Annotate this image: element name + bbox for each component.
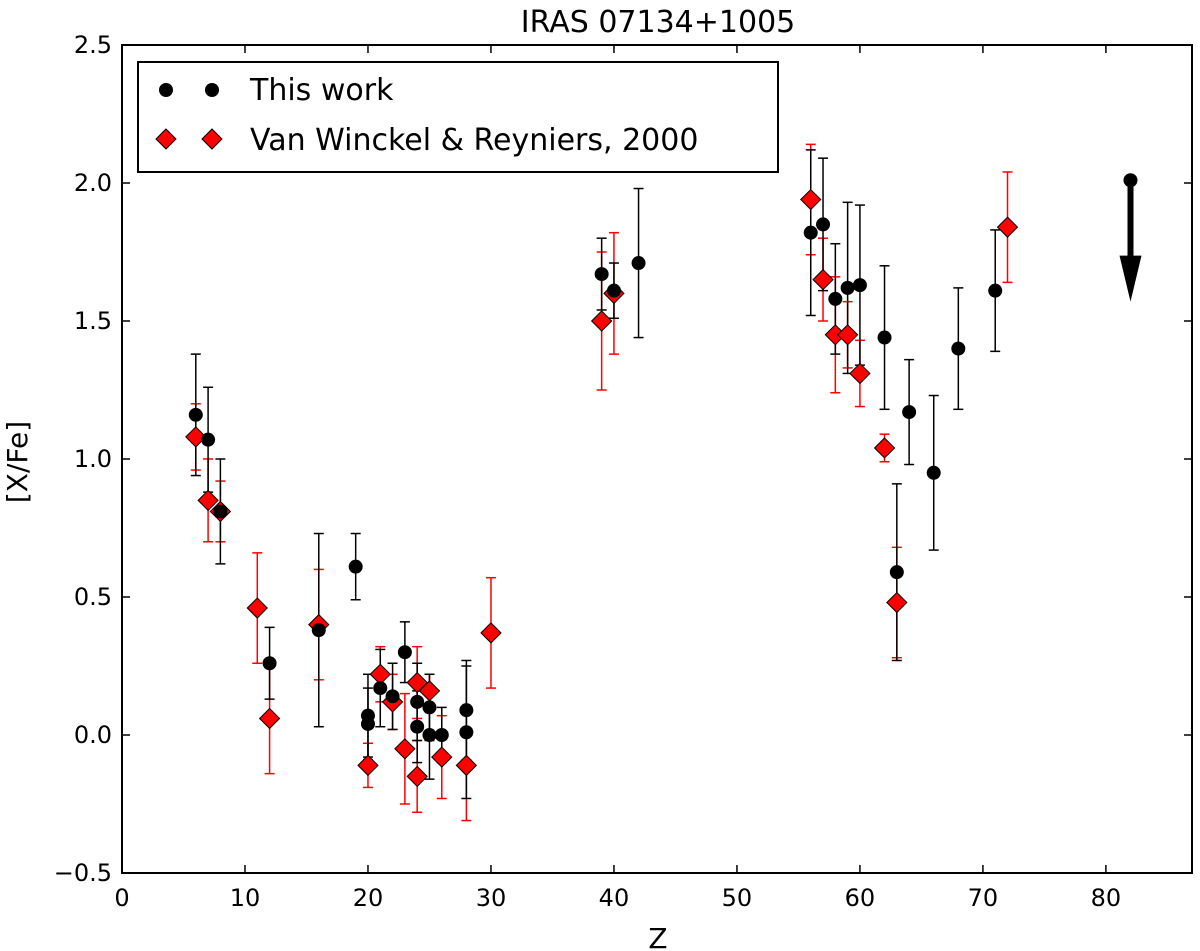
chart-title: IRAS 07134+1005	[521, 5, 796, 40]
this-work-point	[951, 341, 966, 356]
this-work-point	[840, 280, 855, 295]
this-work-point	[631, 256, 646, 271]
this-work-point	[459, 703, 474, 718]
vwr-point	[357, 754, 379, 777]
this-work-point	[816, 217, 831, 232]
plot-frame	[121, 44, 1193, 874]
this-work-point	[852, 278, 867, 293]
vwr-point	[480, 622, 502, 644]
axis-ticks: 0 10 20 30 40 50 60 70 80 −0.5 0.0 0.5 1.0 1.5 2.0 2.5	[54, 31, 1192, 912]
this-work-point	[926, 465, 941, 480]
this-work-point	[201, 432, 216, 447]
this-work-point	[988, 283, 1003, 298]
this-work-point	[360, 716, 375, 731]
this-work-point	[397, 645, 412, 660]
vwr-point	[246, 597, 268, 619]
this-work-point	[889, 565, 904, 580]
y-axis-label: [X/Fe]	[1, 421, 34, 503]
data-markers	[185, 188, 1019, 788]
vwr-point	[812, 268, 834, 291]
x-tick-label: 20	[353, 884, 384, 912]
this-work-point	[902, 405, 917, 420]
y-tick-label: 1.5	[74, 307, 112, 335]
vwr-point	[185, 426, 207, 448]
vwr-point	[590, 310, 613, 332]
x-tick-label: 40	[599, 884, 630, 912]
this-work-point	[373, 681, 388, 696]
this-work-point	[410, 719, 425, 734]
y-tick-label: 1.0	[74, 445, 112, 473]
legend: This work Van Winckel & Reyniers, 2000	[137, 61, 779, 173]
y-tick-label: 2.0	[74, 169, 112, 197]
legend-this-work-marker	[159, 83, 173, 97]
legend-this-work-label: This work	[249, 73, 394, 108]
x-tick-label: 10	[230, 884, 261, 912]
vwr-point	[873, 437, 896, 459]
x-tick-label: 30	[476, 884, 507, 912]
vwr-point	[455, 754, 478, 777]
this-work-point	[422, 700, 437, 715]
x-tick-label: 50	[722, 884, 753, 912]
vwr-point	[836, 324, 859, 346]
x-tick-label: 80	[1091, 884, 1122, 912]
legend-vwr-label: Van Winckel & Reyniers, 2000	[250, 123, 698, 158]
this-work-point	[188, 407, 203, 422]
x-axis-label: Z	[648, 922, 667, 951]
vwr-point	[800, 188, 822, 211]
legend-vwr-marker	[155, 128, 177, 150]
this-work-point	[434, 728, 449, 742]
x-tick-label: 70	[968, 884, 999, 912]
this-work-point	[262, 656, 277, 671]
legend-frame	[137, 61, 779, 173]
this-work-point	[606, 283, 621, 298]
vwr-point	[849, 362, 871, 385]
y-tick-label: −0.5	[54, 859, 112, 887]
vwr-point	[394, 738, 416, 760]
y-tick-label: 2.5	[74, 31, 112, 59]
this-work-point	[877, 330, 892, 345]
upper-limit-arrow-head	[1119, 255, 1142, 302]
this-work-point	[594, 267, 609, 282]
this-work-point	[311, 623, 326, 638]
this-work-point	[213, 504, 228, 519]
this-work-point	[459, 725, 474, 740]
this-work-point	[348, 559, 363, 574]
vwr-point	[258, 707, 281, 730]
x-tick-label: 60	[845, 884, 876, 912]
legend-vwr-marker	[201, 128, 223, 150]
this-work-point	[828, 291, 843, 306]
y-tick-label: 0.0	[74, 721, 112, 749]
this-work-point	[803, 225, 818, 240]
vwr-point	[886, 591, 908, 614]
this-work-point	[422, 728, 437, 742]
vwr-point	[431, 746, 453, 768]
vwr-point	[996, 216, 1019, 238]
legend-this-work-marker	[205, 83, 219, 97]
upper-limits	[1119, 173, 1142, 302]
this-work-point	[410, 694, 425, 709]
vwr-point	[406, 765, 428, 788]
this-work-point	[385, 689, 400, 704]
vwr-point	[197, 489, 219, 512]
x-tick-label: 0	[114, 884, 129, 912]
y-tick-label: 0.5	[74, 583, 112, 611]
